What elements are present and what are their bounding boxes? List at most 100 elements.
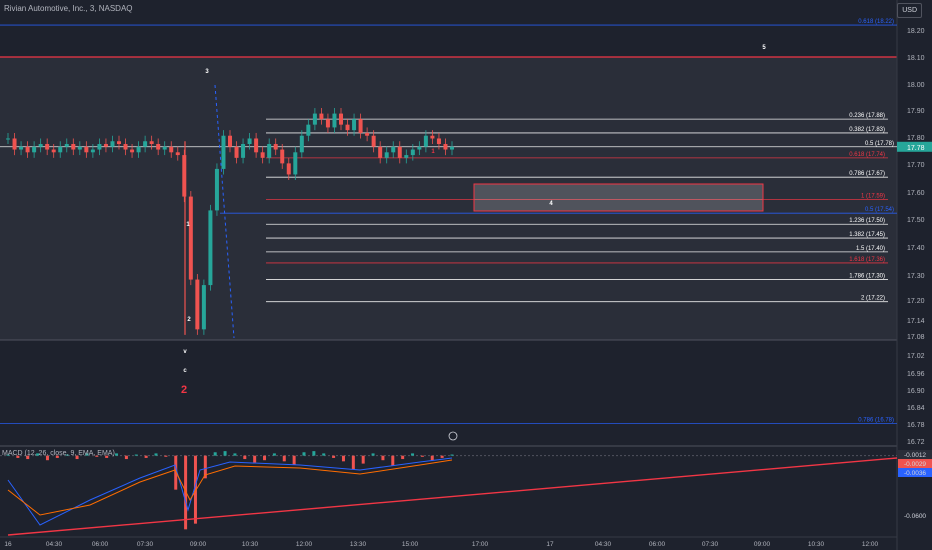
time-tick-label: 16 — [4, 541, 12, 548]
candle — [117, 135, 121, 150]
candle — [352, 113, 357, 136]
fib-label: 0.618 (18.22) — [858, 19, 894, 25]
macd-bar — [223, 451, 227, 456]
candle — [6, 132, 10, 145]
candle-body — [149, 141, 154, 145]
fib-level: 1.5 (17.40) — [266, 246, 888, 253]
macd-tick-label: -0.0600 — [904, 513, 926, 520]
candle-body — [214, 168, 219, 211]
macd-line — [7, 457, 453, 526]
candle — [32, 141, 37, 158]
candle-body — [208, 210, 213, 286]
macd-bar — [174, 455, 178, 490]
candle-body — [136, 146, 141, 153]
candle-body — [397, 146, 402, 158]
wave-label: 3 — [205, 69, 209, 75]
candle — [136, 141, 141, 158]
fib-label: 1.618 (17.36) — [849, 257, 885, 263]
macd-bar — [381, 455, 385, 461]
candle — [71, 138, 76, 156]
candle-body — [130, 149, 135, 153]
fib-level: 0.5 (17.54) — [220, 207, 897, 214]
candle — [38, 138, 43, 153]
fib-level: 1.618 (17.36) — [266, 257, 888, 264]
candle — [110, 135, 115, 153]
candle-body — [97, 144, 102, 150]
macd-bar — [36, 453, 40, 456]
fib-label: 2 (17.22) — [861, 296, 885, 302]
time-tick-label: 09:00 — [190, 541, 207, 548]
price-tick-label: 17.60 — [907, 190, 925, 197]
clock-icon[interactable] — [448, 431, 458, 441]
candle — [214, 163, 219, 216]
macd-bar — [371, 453, 375, 456]
fib-label: 0.618 (17.74) — [849, 152, 885, 158]
time-tick-label: 12:00 — [862, 541, 879, 548]
macd-bar — [450, 454, 454, 456]
fib-label: 1.786 (17.30) — [849, 274, 885, 280]
candle — [378, 141, 383, 164]
time-tick-label: 04:30 — [595, 541, 612, 548]
time-tick-label: 06:00 — [92, 541, 109, 548]
macd-bar — [6, 454, 10, 456]
candle — [45, 138, 50, 156]
candle-body — [103, 144, 108, 147]
candle-body — [312, 113, 317, 125]
wave-label: 2 — [181, 384, 187, 396]
candle-body — [241, 144, 246, 158]
candle-body — [6, 138, 10, 140]
candle — [64, 138, 69, 153]
time-tick-label: 10:30 — [242, 541, 259, 548]
candle-body — [299, 135, 304, 153]
candle — [430, 130, 435, 145]
time-tick-label: 07:30 — [137, 541, 154, 548]
macd-bar — [193, 455, 197, 524]
price-tick-label: 17.14 — [907, 318, 925, 325]
macd-bar — [203, 455, 207, 479]
currency-button[interactable]: USD — [897, 3, 922, 18]
price-tick-label: 17.50 — [907, 217, 925, 224]
macd-tick-bg — [898, 459, 932, 468]
macd-bar — [341, 455, 345, 462]
candle-body — [443, 144, 448, 150]
candle — [201, 279, 206, 335]
macd-bar — [420, 455, 424, 457]
fib-label: 1.5 (17.40) — [856, 246, 885, 252]
price-tick-label: 18.00 — [907, 82, 925, 89]
price-tick-label: 18.10 — [907, 55, 925, 62]
candle — [241, 138, 246, 164]
candle-body — [19, 146, 24, 150]
candle-body — [25, 146, 30, 153]
macd-bar — [85, 453, 89, 456]
macd-bar — [233, 453, 237, 456]
candle-body — [228, 135, 232, 147]
candle-body — [90, 149, 95, 153]
last-price-label: 17.78 — [907, 145, 925, 152]
candle — [436, 132, 441, 150]
fib-label: 0.786 (17.67) — [849, 171, 885, 177]
candle — [339, 108, 343, 131]
fib-level: 1.382 (17.45) — [266, 232, 888, 239]
price-tick-label: 16.84 — [907, 405, 925, 412]
candle — [267, 138, 272, 164]
fib-label: 1.382 (17.45) — [849, 232, 885, 238]
candle-body — [358, 119, 363, 133]
fib-level: 2 (17.22) — [266, 296, 888, 303]
fib-label: 0.5 (17.54) — [865, 207, 894, 213]
last-price-badge — [897, 141, 932, 152]
candle-body — [404, 155, 409, 158]
candle — [77, 141, 82, 156]
price-tick-label: 17.40 — [907, 245, 925, 252]
wave-label: v — [183, 349, 187, 355]
macd-bar — [391, 455, 395, 466]
candle — [130, 144, 135, 158]
candle-body — [254, 138, 259, 153]
candle-body — [430, 135, 435, 139]
price-tick-label: 17.08 — [907, 334, 925, 341]
macd-bar — [213, 452, 217, 456]
macd-bar — [95, 455, 99, 457]
candle — [404, 149, 409, 164]
candle-body — [188, 196, 193, 280]
